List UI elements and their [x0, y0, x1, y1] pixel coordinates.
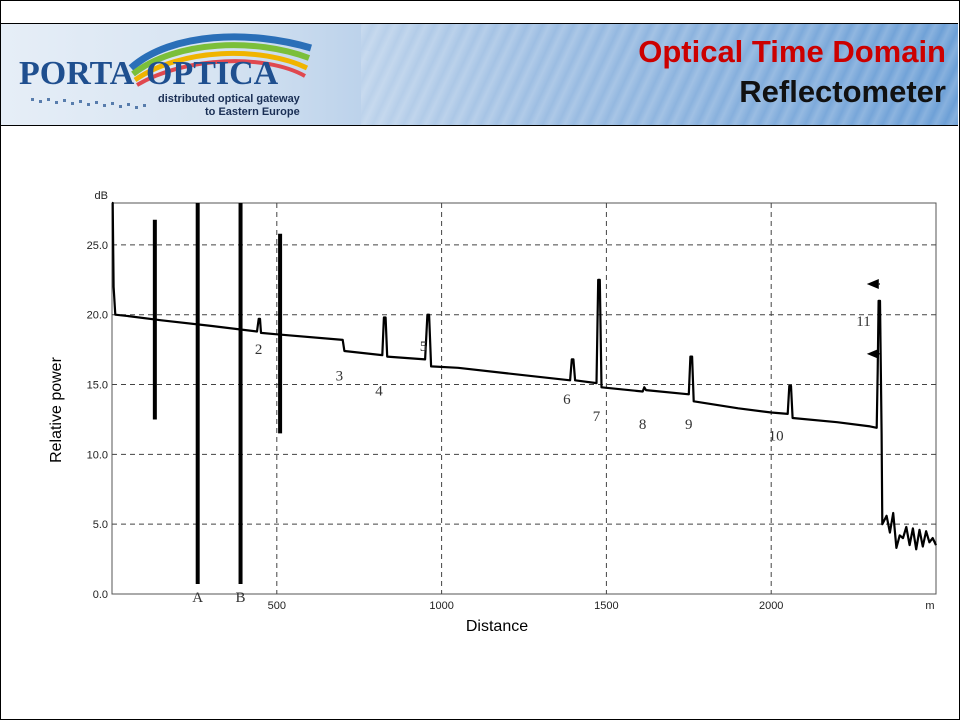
y-tick-label: 25.0 — [87, 240, 108, 252]
event-label: 11 — [856, 314, 870, 330]
event-label: 5 — [420, 339, 428, 355]
x-tick-label: 500 — [268, 600, 286, 612]
x-tick-label: 1000 — [429, 600, 453, 612]
header-banner: PORTA OPTICA distributed optical gateway… — [1, 23, 958, 126]
slide-title: Optical Time Domain Reflectometer — [638, 32, 946, 112]
slide-title-line-2: Reflectometer — [739, 74, 946, 109]
x-tick-label: 1500 — [594, 600, 618, 612]
marker-label: B — [236, 590, 246, 606]
svg-text:to Eastern Europe: to Eastern Europe — [205, 106, 300, 118]
svg-text:PORTA: PORTA — [19, 55, 135, 92]
event-label: 3 — [336, 368, 344, 384]
y-tick-label: 15.0 — [87, 380, 108, 392]
svg-text:OPTICA: OPTICA — [146, 55, 279, 92]
event-label: 9 — [685, 417, 693, 433]
event-label: 10 — [769, 428, 784, 444]
event-label: 2 — [255, 342, 263, 358]
plot-frame — [111, 202, 937, 595]
end-arrow-icon — [866, 348, 879, 359]
y-unit-label: dB — [95, 190, 108, 202]
event-label: 6 — [563, 392, 571, 408]
x-axis-label: Distance — [465, 618, 529, 635]
banner-decoration — [361, 24, 958, 125]
y-tick-label: 5.0 — [93, 519, 108, 531]
x-tick-label: 2000 — [759, 600, 783, 612]
event-label: 7 — [593, 409, 601, 425]
y-tick-label: 10.0 — [87, 449, 108, 461]
y-axis-label: Relative power — [48, 357, 65, 463]
otdr-trace-line — [111, 201, 937, 551]
end-arrow-icon — [866, 278, 879, 289]
event-label: 8 — [639, 417, 647, 433]
y-tick-label: 20.0 — [87, 310, 108, 322]
x-unit-label: m — [925, 600, 934, 612]
porta-optica-logo: PORTA OPTICA distributed optical gateway… — [19, 33, 313, 118]
event-label: 4 — [375, 384, 383, 400]
marker-label: A — [192, 590, 203, 606]
slide-title-line-1: Optical Time Domain — [638, 34, 946, 69]
y-tick-label: 0.0 — [93, 589, 108, 601]
svg-text:distributed optical gateway: distributed optical gateway — [158, 93, 301, 105]
